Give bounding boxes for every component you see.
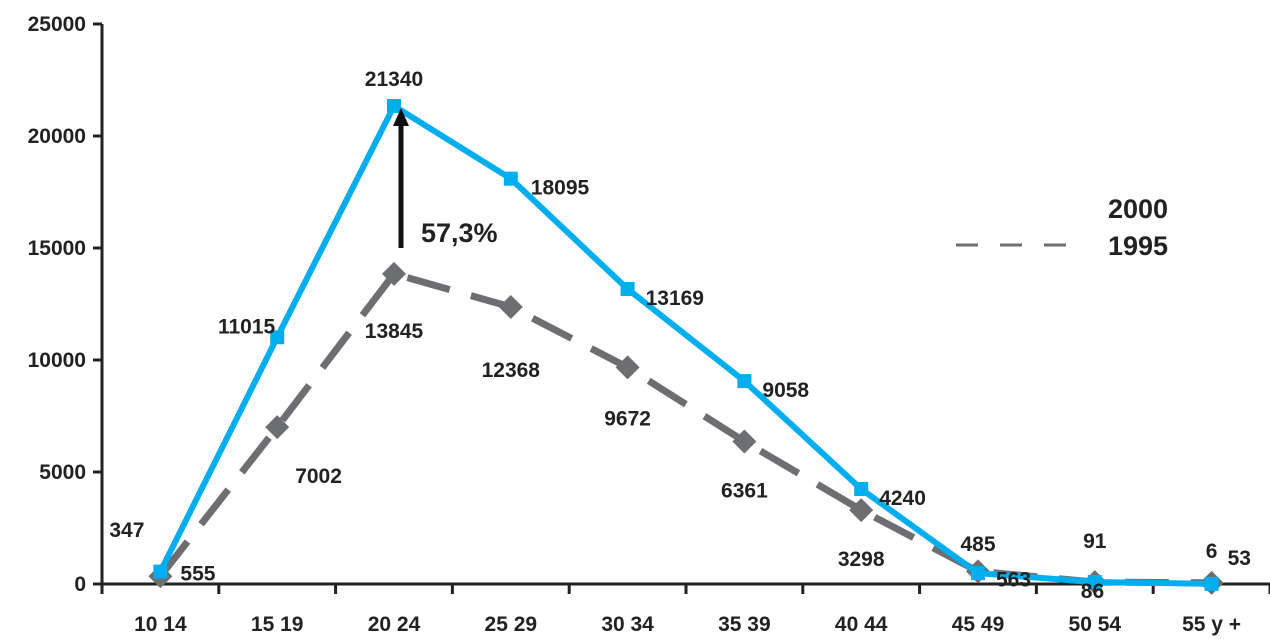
legend-label-1995: 1995 [1108,231,1168,261]
data-label-1995: 9672 [604,407,651,430]
data-label-2000: 4240 [879,487,926,510]
data-label-1995: 86 [1081,580,1104,603]
y-tick-label: 25000 [28,13,86,36]
data-label-1995: 12368 [482,359,541,382]
growth-annotation: 57,3% [393,107,498,248]
x-tick-label: 45 49 [952,613,1005,636]
series-marker-2000 [1087,574,1102,589]
axes: 0 5000 10000 15000 20000 25000 10 14 15 19 20 24… [28,13,1270,636]
y-tick-label: 20000 [28,125,86,148]
series-marker-1995 [382,261,406,286]
y-tick-label: 0 [74,573,86,596]
series-marker-1995 [732,429,757,454]
series-marker-2000 [1204,576,1219,591]
x-tick-label: 20 24 [368,613,421,636]
x-tick-label: 25 29 [485,613,538,636]
legend: 2000 1995 [956,194,1168,261]
data-label-2000: 18095 [531,177,590,200]
data-label-1995: 13845 [365,320,424,343]
data-label-2000: 6 [1206,540,1218,563]
x-tick-label: 30 34 [601,613,654,636]
data-label-1995: 6361 [721,480,768,503]
data-label-2000: 485 [960,533,995,556]
x-tick-label: 50 54 [1069,613,1122,636]
series-marker-1995 [849,498,874,523]
series-marker-2000 [737,374,752,389]
y-tick-label: 5000 [39,461,86,484]
data-label-1995: 53 [1228,547,1251,570]
x-tick-label: 55 y + [1182,613,1241,636]
y-tick-label: 15000 [28,237,86,260]
legend-label-2000: 2000 [1108,194,1168,224]
annotation-arrow-head [393,107,409,126]
data-label-2000: 9058 [762,379,809,402]
series-marker-2000 [270,330,285,345]
series-marker-2000 [854,482,869,497]
series-marker-1995 [265,415,290,440]
series-layer [148,98,1224,595]
series-marker-2000 [153,564,168,579]
annotation-label: 57,3% [421,218,498,248]
data-label-2000: 11015 [218,315,276,338]
x-tick-label: 40 44 [835,613,888,636]
data-labels: 555 11015 21340 18095 13169 9058 4240 485 91 6 347… [109,68,1251,603]
data-label-1995: 7002 [295,465,342,488]
series-line-1995 [157,270,1212,587]
series-marker-1995 [615,355,640,380]
series-marker-2000 [971,566,985,581]
data-label-2000: 555 [180,563,215,586]
series-marker-2000 [620,282,635,297]
series-marker-2000 [387,98,401,113]
data-label-1995: 563 [996,568,1031,591]
series-line-2000 [157,102,1212,587]
series-marker-1995 [498,294,523,319]
data-label-2000: 21340 [365,68,423,91]
x-tick-label: 10 14 [134,613,187,636]
data-label-2000: 13169 [646,287,704,310]
data-label-1995: 3298 [838,548,885,571]
y-tick-label: 10000 [28,349,86,372]
data-label-2000: 91 [1083,530,1107,553]
x-tick-label: 15 19 [251,613,304,636]
data-label-1995: 347 [109,519,144,542]
x-tick-label: 35 39 [718,613,771,636]
series-marker-2000 [503,171,518,186]
